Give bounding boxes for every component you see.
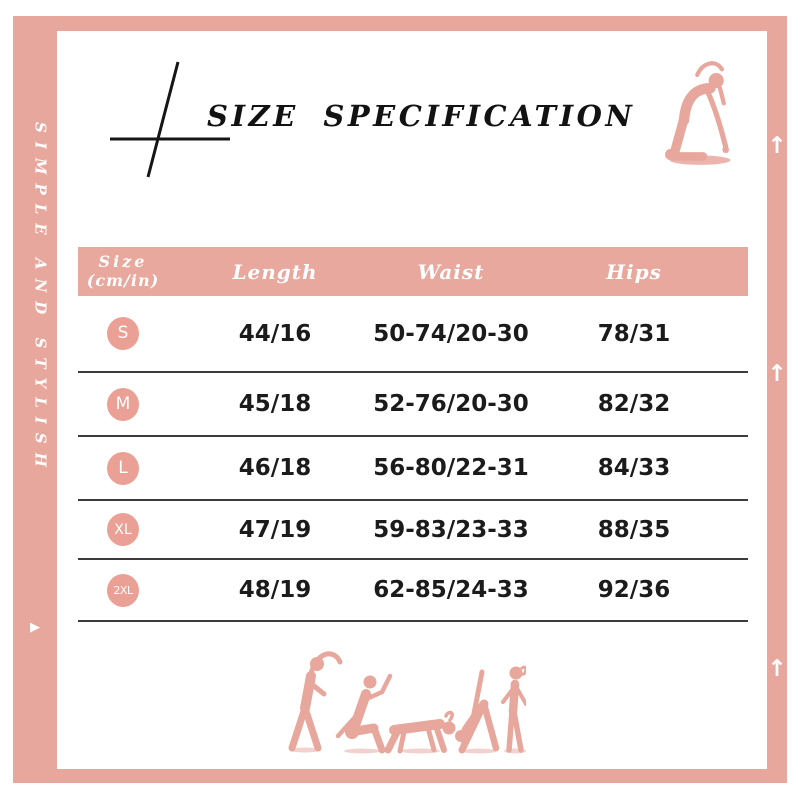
size-badge-cell: XL — [78, 513, 168, 546]
table-row: S 44/16 50-74/20-30 78/31 — [78, 296, 748, 373]
size-badge: L — [107, 451, 139, 485]
header-length: Length — [232, 259, 318, 284]
yoga-pose-silhouette — [665, 61, 731, 165]
waist-value: 62-85/24-33 — [373, 577, 529, 603]
waist-value: 59-83/23-33 — [373, 516, 529, 543]
length-value: 47/19 — [238, 516, 312, 543]
length-value: 44/16 — [238, 320, 312, 347]
size-badge: S — [107, 317, 139, 350]
page-title: SIZE SPECIFICATION — [207, 99, 636, 133]
side-slogan-label: SIMPLE AND STYLISH — [31, 122, 50, 476]
length-value: 48/19 — [238, 577, 312, 603]
header-size-label: Size — [98, 252, 148, 272]
frame-right-bar — [767, 16, 787, 783]
exercise-group-silhouette — [288, 651, 526, 754]
size-badge-cell: M — [78, 387, 168, 421]
up-arrow-icon: ↑ — [767, 656, 787, 682]
hips-value: 82/32 — [597, 391, 671, 417]
waist-value: 50-74/20-30 — [373, 320, 529, 347]
frame-bottom-bar — [13, 769, 787, 783]
hips-value: 84/33 — [597, 455, 671, 481]
table-row: M 45/18 52-76/20-30 82/32 — [78, 373, 748, 437]
table-row: XL 47/19 59-83/23-33 88/35 — [78, 501, 748, 560]
hips-value: 78/31 — [597, 320, 671, 347]
length-value: 46/18 — [238, 455, 312, 481]
header-hips: Hips — [606, 259, 662, 284]
cross-sketch-icon — [110, 61, 230, 178]
size-spec-table: Size (cm/in) Length Waist Hips S 44/16 5… — [78, 247, 748, 622]
header-size-unit: (cm/in) — [86, 270, 160, 290]
size-badge-cell: S — [78, 317, 168, 350]
frame-left-bar — [13, 16, 57, 783]
frame-top-bar — [13, 16, 787, 31]
size-badge-cell: L — [78, 451, 168, 485]
size-badge: M — [107, 387, 139, 421]
up-arrow-icon: ↑ — [767, 361, 787, 387]
table-row: 2XL 48/19 62-85/24-33 92/36 — [78, 560, 748, 622]
waist-value: 56-80/22-31 — [373, 455, 529, 481]
table-row: L 46/18 56-80/22-31 84/33 — [78, 437, 748, 501]
hips-value: 88/35 — [597, 516, 671, 543]
play-triangle-icon: ▶ — [30, 619, 40, 634]
length-value: 45/18 — [238, 391, 312, 417]
hips-value: 92/36 — [597, 577, 671, 603]
header-waist: Waist — [417, 259, 485, 284]
header-size: Size (cm/in) — [78, 252, 168, 290]
side-slogan-vertical-text: SIMPLE AND STYLISH — [13, 122, 57, 592]
size-badge: XL — [107, 513, 139, 546]
waist-value: 52-76/20-30 — [373, 391, 529, 417]
up-arrow-icon: ↑ — [767, 133, 787, 159]
table-header-row: Size (cm/in) Length Waist Hips — [78, 247, 748, 296]
size-badge-cell: 2XL — [78, 573, 168, 607]
size-badge: 2XL — [107, 573, 139, 607]
